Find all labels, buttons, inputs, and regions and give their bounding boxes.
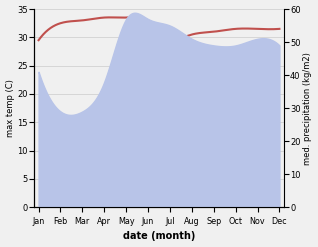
X-axis label: date (month): date (month) [123,231,195,242]
Y-axis label: med. precipitation (kg/m2): med. precipitation (kg/m2) [303,52,313,165]
Y-axis label: max temp (C): max temp (C) [5,79,15,137]
